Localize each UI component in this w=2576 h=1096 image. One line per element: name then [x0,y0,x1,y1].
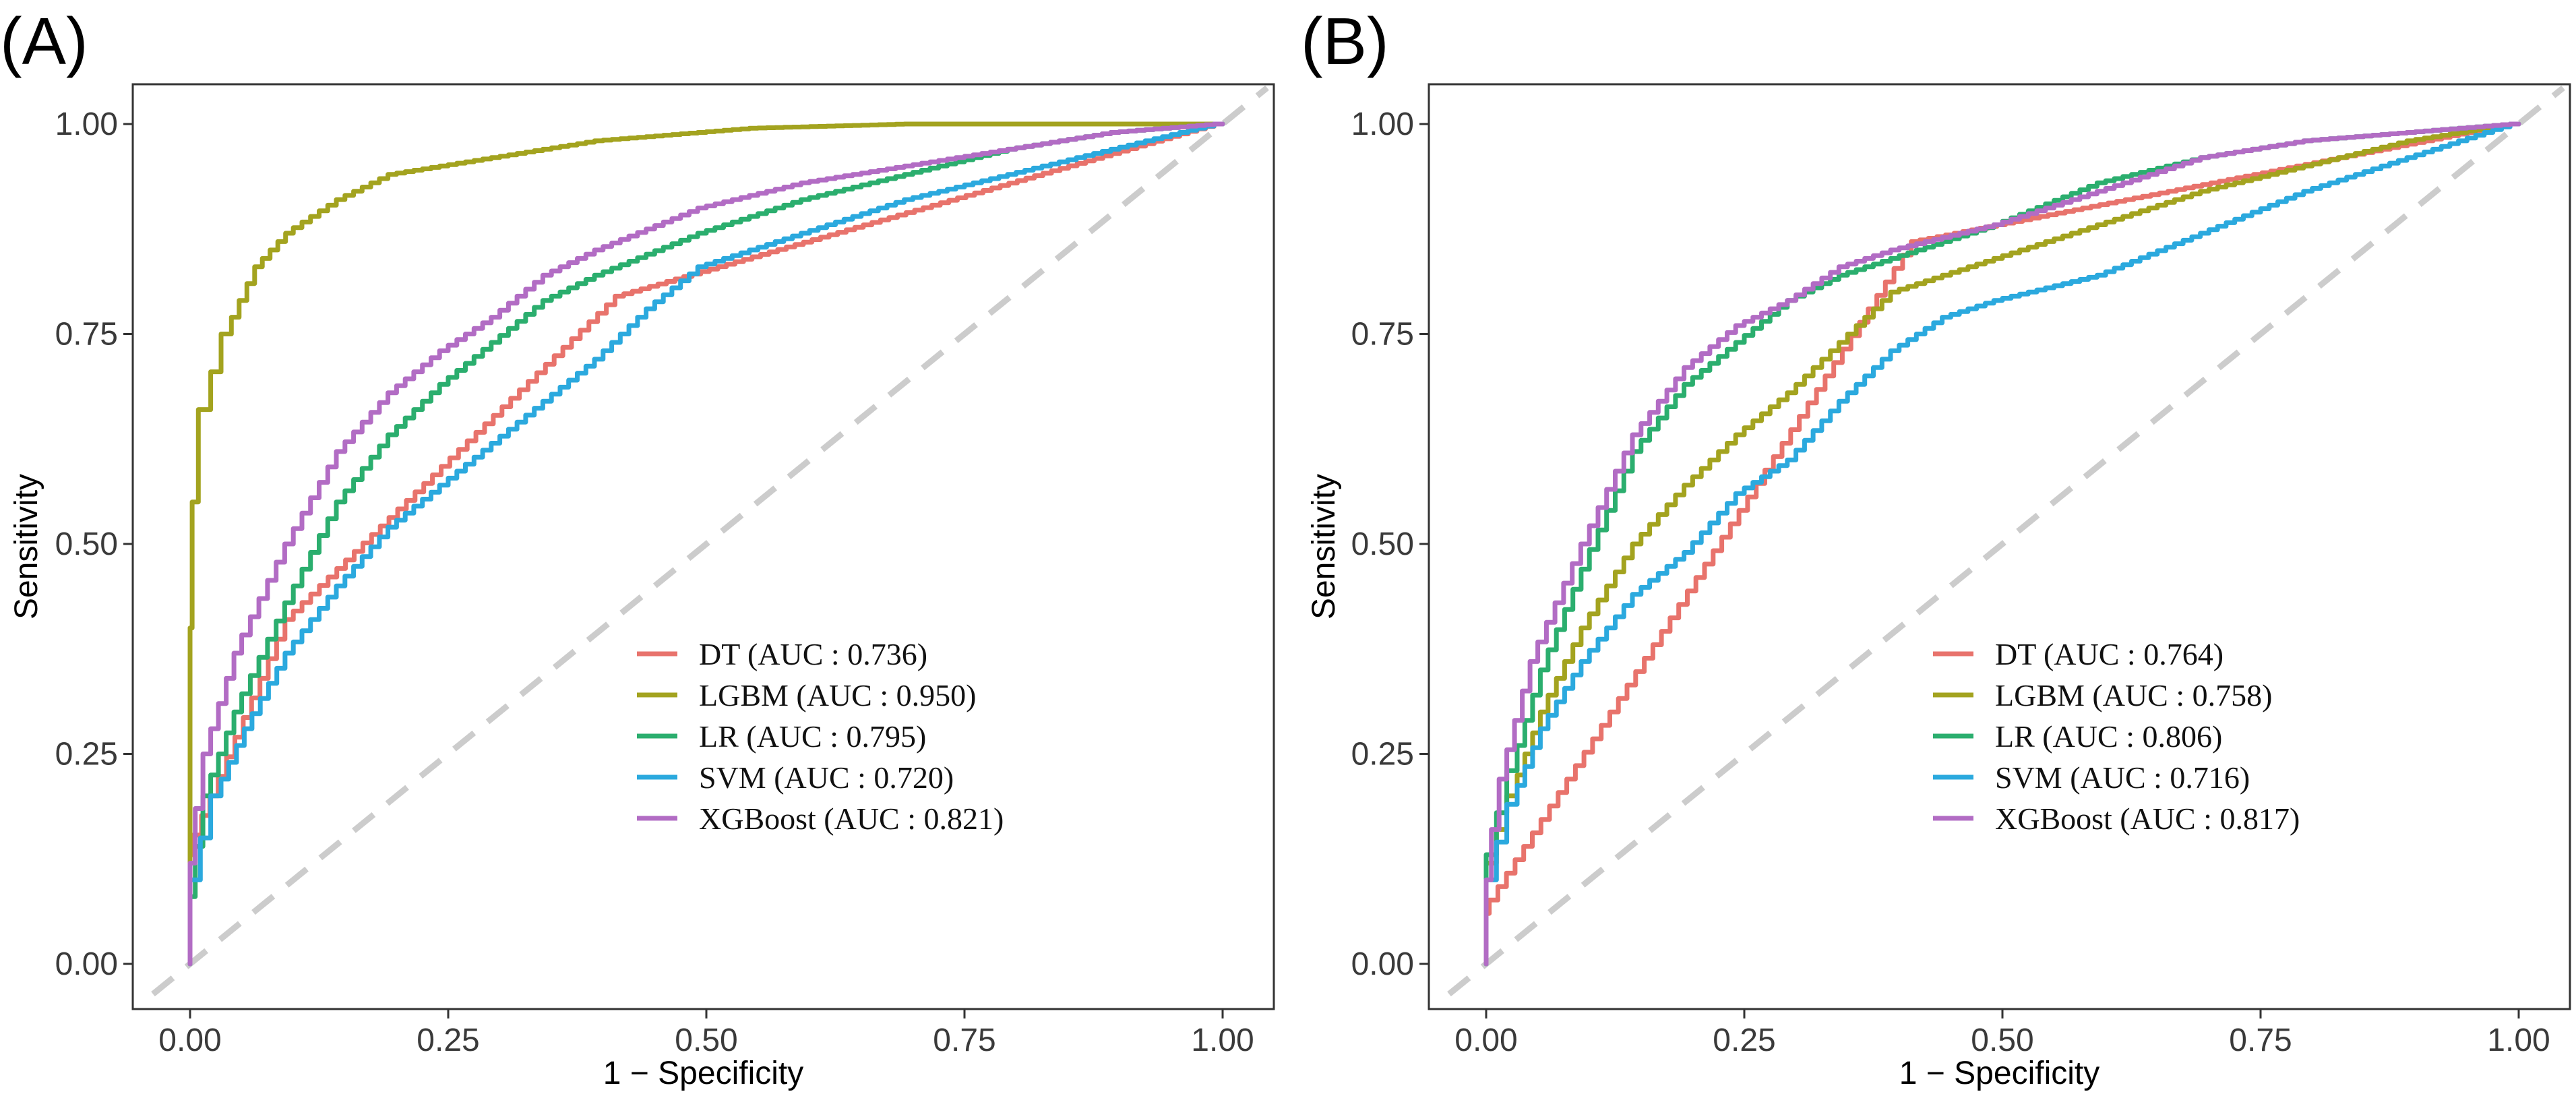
legend-label-lr: LR (AUC : 0.806) [1995,719,2222,754]
legend-label-svm: SVM (AUC : 0.716) [1995,760,2250,795]
legend-label-xgboost: XGBoost (AUC : 0.821) [699,801,1004,836]
panel-a: (A) 0.00 0.25 0.50 0.75 1.00 0.00 0.25 0.50 0.75 1… [0,4,1275,1091]
legend: DT (AUC : 0.764) LGBM (AUC : 0.758) LR (AU… [1933,637,2300,836]
legend-label-svm: SVM (AUC : 0.720) [699,760,954,795]
x-tick-label: 0.75 [2229,1023,2292,1058]
y-axis-title: Sensitivity [1306,474,1342,619]
legend-label-dt: DT (AUC : 0.764) [1995,637,2224,671]
roc-curve-lgbm [187,121,1225,967]
plot-area [1447,85,2565,997]
reference-diagonal [1447,85,2565,997]
plot-frame [131,83,1275,1010]
legend: DT (AUC : 0.736) LGBM (AUC : 0.950) LR (AU… [637,637,1004,836]
roc-curve-xgboost [1483,121,2521,967]
legend-label-dt: DT (AUC : 0.736) [699,637,927,671]
reference-diagonal [151,85,1269,997]
legend-label-xgboost: XGBoost (AUC : 0.817) [1995,801,2300,836]
x-tick-label: 0.00 [1454,1023,1517,1058]
x-tick-label: 0.25 [1713,1023,1775,1058]
x-tick-label: 0.75 [933,1023,995,1058]
plot-area [151,85,1269,997]
roc-curve-lgbm [1483,121,2521,967]
panel-label: (B) [1301,4,1389,78]
roc-curve-xgboost [187,121,1225,967]
y-tick-label: 0.75 [1351,317,1414,353]
panel-label: (A) [0,4,88,78]
y-axis-title: Sensitivity [9,474,44,619]
roc-curve-dt [187,121,1225,967]
x-tick-label: 0.50 [675,1023,737,1058]
legend-label-lgbm: LGBM (AUC : 0.758) [1995,678,2272,712]
y-tick-label: 1.00 [55,106,118,142]
y-tick-label: 0.50 [1351,526,1414,562]
x-tick-label: 0.50 [1971,1023,2033,1058]
y-tick-label: 0.25 [1351,737,1414,772]
y-tick-label: 0.25 [55,737,118,772]
y-tick-label: 0.00 [55,946,118,982]
x-tick-label: 1.00 [1191,1023,1254,1058]
y-tick-label: 0.00 [1351,946,1414,982]
y-tick-label: 0.75 [55,317,118,353]
x-axis-title: 1 − Specificity [1899,1056,2099,1091]
x-tick-label: 1.00 [2487,1023,2550,1058]
panel-b: (B) 0.00 0.25 0.50 0.75 1.00 0.00 0.25 0.50 0.75 1… [1301,4,2571,1091]
y-tick-label: 1.00 [1351,106,1414,142]
roc-curve-svm [187,121,1225,967]
x-tick-label: 0.25 [417,1023,479,1058]
legend-label-lr: LR (AUC : 0.795) [699,719,926,754]
legend-label-lgbm: LGBM (AUC : 0.950) [699,678,976,712]
x-axis-title: 1 − Specificity [603,1056,803,1091]
plot-frame [1428,83,2571,1010]
roc-curve-svm [1483,121,2521,967]
x-tick-label: 0.00 [158,1023,221,1058]
y-tick-label: 0.50 [55,526,118,562]
